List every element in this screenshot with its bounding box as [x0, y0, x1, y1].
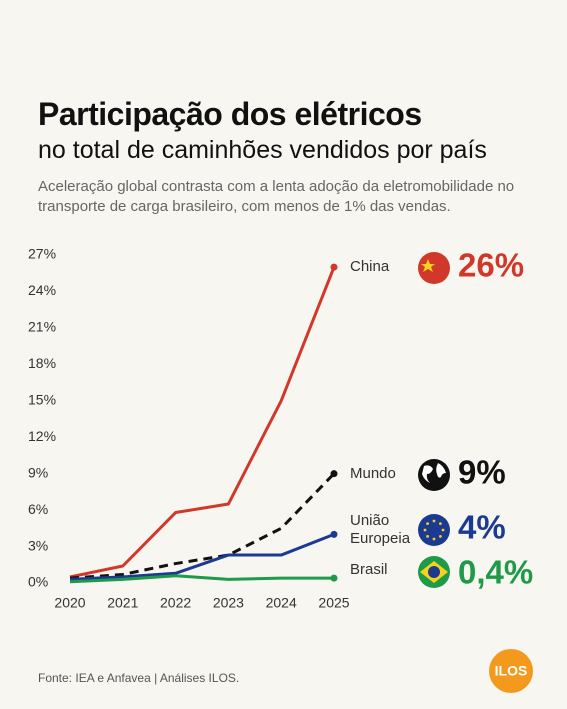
series-line	[69, 472, 336, 580]
x-tick-label: 2024	[266, 595, 297, 611]
logo-text: ILOS	[495, 663, 528, 679]
series-line	[69, 266, 336, 579]
value-label: 0,4%	[458, 554, 533, 591]
x-tick-label: 2021	[107, 595, 138, 611]
end-dot	[330, 263, 338, 271]
y-tick-label: 18%	[28, 355, 56, 371]
value-label: 9%	[458, 454, 506, 491]
x-tick-label: 2023	[213, 595, 244, 611]
logo: ILOS	[489, 649, 533, 693]
value-label: 26%	[458, 247, 524, 284]
x-tick-label: 2020	[54, 595, 85, 611]
y-tick-label: 21%	[28, 319, 56, 335]
series-line	[69, 574, 334, 584]
y-tick-label: 15%	[28, 391, 56, 407]
x-tick-label: 2022	[160, 595, 191, 611]
y-tick-label: 9%	[28, 464, 48, 480]
flag-eu	[418, 514, 450, 546]
y-tick-label: 0%	[28, 574, 48, 590]
title: Participação dos elétricos	[38, 96, 422, 132]
globe-icon	[418, 459, 450, 491]
x-tick-label: 2025	[318, 595, 349, 611]
end-dot	[330, 530, 338, 538]
series-label: Mundo	[350, 464, 396, 482]
series-line	[69, 533, 335, 581]
description: Aceleração global contrasta com a lenta …	[38, 178, 515, 215]
value-label: 4%	[458, 509, 506, 546]
y-tick-label: 27%	[28, 246, 56, 262]
end-dot	[330, 574, 338, 582]
source: Fonte: IEA e Anfavea | Análises ILOS.	[38, 671, 240, 685]
y-tick-label: 24%	[28, 282, 56, 298]
end-dot	[330, 470, 338, 478]
flag-brazil	[418, 556, 450, 588]
subtitle: no total de caminhões vendidos por país	[38, 136, 487, 164]
y-tick-label: 3%	[28, 537, 48, 553]
series-label: União Europeia	[350, 512, 411, 548]
y-tick-label: 12%	[28, 428, 56, 444]
series-label: China	[350, 258, 390, 276]
y-tick-label: 6%	[28, 501, 48, 517]
series-label: Brasil	[350, 561, 388, 579]
flag-china	[418, 252, 450, 284]
